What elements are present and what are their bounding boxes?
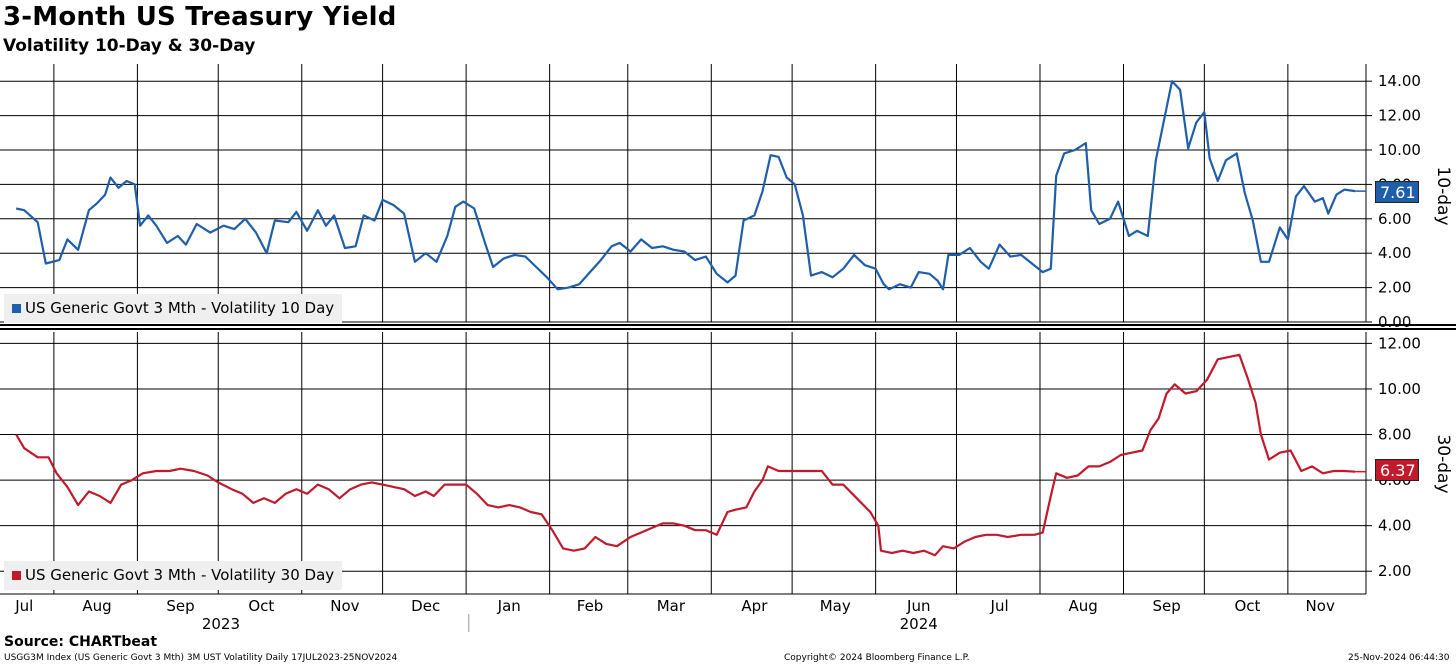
- x-tick-label: Sep: [1152, 597, 1180, 615]
- x-tick-label: Oct: [1234, 597, 1260, 615]
- x-year-label: 2023: [202, 615, 240, 633]
- y-tick-label: 2.00: [1378, 279, 1411, 297]
- x-tick-label: Feb: [577, 597, 604, 615]
- x-tick-label: May: [820, 597, 851, 615]
- footer-description: USGG3M Index (US Generic Govt 3 Mth) 3M …: [4, 653, 398, 663]
- y-tick-label: 8.00: [1378, 426, 1411, 444]
- x-tick-label: Dec: [411, 597, 440, 615]
- x-tick-label: Jan: [497, 597, 521, 615]
- x-tick-label: Aug: [82, 597, 111, 615]
- series-line-30-day: [15, 353, 1356, 557]
- x-tick-label: Jun: [906, 597, 930, 615]
- last-value-badge-30-day: 6.37: [1375, 459, 1419, 481]
- x-tick-label: Apr: [741, 597, 768, 615]
- source-label: Source: CHARTbeat: [4, 634, 158, 650]
- y-tick-label: 10.00: [1378, 380, 1421, 398]
- x-tick-label: Nov: [330, 597, 359, 615]
- x-tick-label: Jul: [990, 597, 1009, 615]
- series-line-10-day: [15, 80, 1356, 291]
- legend-swatch-30-day: [12, 571, 21, 580]
- footer-copyright: Copyright© 2024 Bloomberg Finance L.P.: [784, 653, 970, 663]
- legend-30-day: US Generic Govt 3 Mth - Volatility 30 Da…: [4, 561, 343, 590]
- legend-swatch-10-day: [12, 304, 21, 313]
- y-tick-label: 2.00: [1378, 562, 1411, 580]
- legend-label-10-day: US Generic Govt 3 Mth - Volatility 10 Da…: [25, 299, 335, 317]
- panel-label-10-day: 10-day: [1433, 166, 1453, 226]
- x-year-label: 2024: [900, 615, 938, 633]
- x-tick-label: Oct: [248, 597, 274, 615]
- y-tick-label: 12.00: [1378, 334, 1421, 352]
- x-tick-label: Sep: [166, 597, 194, 615]
- chart-title: 3-Month US Treasury Yield: [3, 2, 397, 32]
- y-tick-label: 12.00: [1378, 107, 1421, 125]
- last-value-badge-10-day: 7.61: [1375, 181, 1419, 203]
- y-tick-label: 6.00: [1378, 210, 1411, 228]
- x-tick-label: Aug: [1068, 597, 1097, 615]
- x-tick-label: Mar: [657, 597, 686, 615]
- panel-label-30-day: 30-day: [1433, 434, 1453, 494]
- footer-timestamp: 25-Nov-2024 06:44:30: [1348, 653, 1450, 663]
- y-tick-label: 4.00: [1378, 517, 1411, 535]
- legend-10-day: US Generic Govt 3 Mth - Volatility 10 Da…: [4, 294, 343, 323]
- chart-subtitle: Volatility 10-Day & 30-Day: [3, 36, 256, 56]
- y-tick-label: 4.00: [1378, 244, 1411, 262]
- x-tick-label: Nov: [1306, 597, 1335, 615]
- y-tick-label: 10.00: [1378, 141, 1421, 159]
- x-tick-label: Jul: [14, 597, 33, 615]
- y-tick-label: 0.00: [1378, 313, 1411, 331]
- legend-label-30-day: US Generic Govt 3 Mth - Volatility 30 Da…: [25, 566, 335, 584]
- y-tick-label: 14.00: [1378, 72, 1421, 90]
